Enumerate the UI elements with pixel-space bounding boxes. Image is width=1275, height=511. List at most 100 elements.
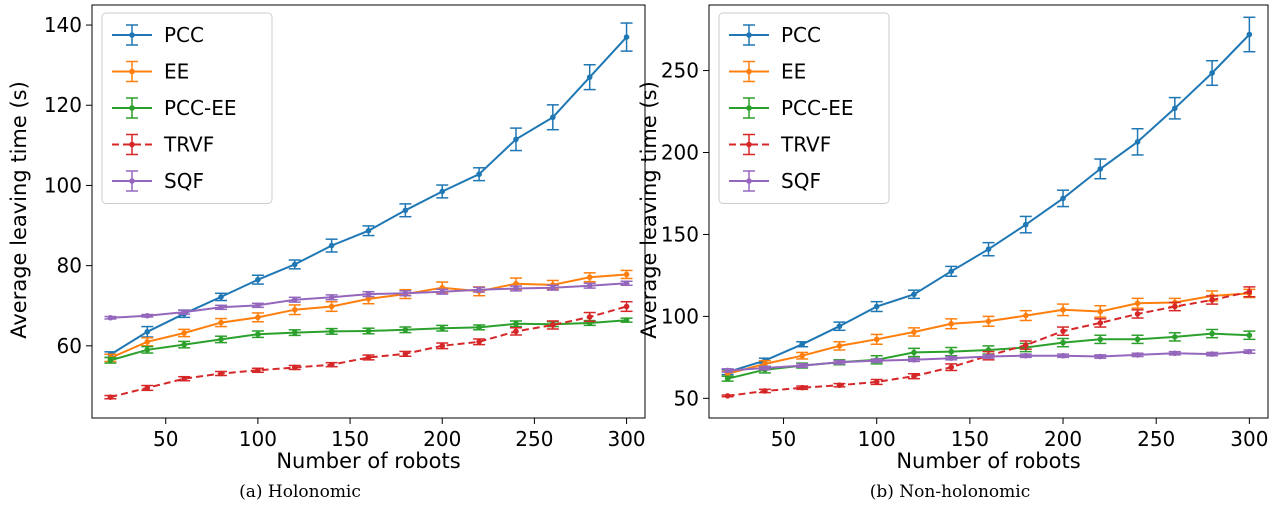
data-point (291, 329, 298, 336)
legend-box (101, 12, 273, 204)
legend-swatch-point (746, 178, 752, 184)
legend-swatch-point (746, 32, 752, 38)
data-point (513, 285, 519, 292)
data-point (911, 373, 917, 380)
data-point (107, 314, 114, 321)
data-point (1097, 308, 1104, 315)
legend-label: SQF (781, 169, 821, 193)
legend-swatch-point (129, 68, 135, 75)
x-tick-label: 250 (1137, 427, 1175, 451)
data-point (724, 375, 731, 382)
data-point (948, 364, 955, 370)
data-point (107, 394, 114, 400)
caption-holonomic: (a) Holonomic (239, 482, 361, 502)
data-point (1134, 300, 1141, 307)
legend-swatch-point (129, 32, 135, 38)
data-point (181, 341, 187, 348)
legend-item-sqf: SQF (729, 169, 821, 193)
y-tick-label: 140 (44, 13, 82, 37)
data-point (218, 370, 224, 377)
data-point (1172, 334, 1178, 340)
x-tick-label: 100 (239, 427, 277, 451)
x-tick-label: 100 (858, 427, 896, 451)
data-point (255, 367, 261, 374)
y-tick-label: 200 (661, 141, 699, 165)
data-point (1246, 332, 1253, 339)
data-point (1134, 336, 1141, 343)
data-point (144, 312, 151, 319)
data-point (1022, 312, 1029, 319)
data-point (623, 303, 630, 310)
x-tick-label: 50 (771, 427, 796, 451)
data-point (985, 353, 992, 360)
plot-frame (708, 4, 1269, 419)
legend-label: PCC-EE (164, 96, 236, 120)
data-point (623, 34, 630, 40)
legend: PCC EE PCC-EE TRVF SQF (101, 12, 273, 204)
data-point (291, 306, 298, 313)
legend-item-pcc: PCC (112, 23, 204, 47)
data-point (1134, 352, 1141, 358)
data-point (1246, 289, 1253, 295)
data-point (439, 288, 446, 295)
y-tick-label: 150 (661, 222, 699, 246)
data-point (836, 359, 843, 366)
data-point (911, 329, 917, 335)
data-point (911, 291, 917, 298)
series-pcc (721, 16, 1256, 376)
data-point (1060, 352, 1066, 359)
data-point (513, 320, 519, 327)
data-point (873, 379, 880, 385)
data-point (799, 362, 805, 369)
legend-label: SQF (164, 169, 204, 193)
data-point (873, 357, 880, 364)
x-tick-label: 200 (1044, 427, 1082, 451)
data-point (1060, 339, 1066, 346)
data-point (586, 74, 593, 80)
legend-swatch-point (129, 141, 135, 148)
data-point (328, 294, 335, 301)
data-point (365, 296, 372, 302)
data-point (1097, 353, 1104, 360)
legend-item-pcc-ee: PCC-EE (729, 96, 853, 120)
data-point (1097, 166, 1104, 172)
data-point (365, 291, 372, 297)
y-axis-label: Average leaving time (s) (637, 81, 661, 339)
legend: PCC EE PCC-EE TRVF SQF (718, 12, 890, 204)
data-point (550, 114, 556, 121)
data-point (948, 348, 955, 355)
series-trvf (104, 300, 633, 400)
data-point (218, 319, 224, 326)
data-point (1172, 105, 1178, 112)
data-point (1209, 330, 1215, 337)
data-point (1097, 336, 1104, 343)
legend-label: TRVF (163, 133, 214, 157)
legend-item-trvf: TRVF (112, 133, 214, 157)
data-point (476, 339, 482, 345)
data-point (623, 317, 630, 323)
x-tick-label: 300 (607, 427, 645, 451)
data-point (1060, 195, 1066, 202)
legend-item-ee: EE (729, 60, 806, 84)
y-tick-label: 80 (57, 254, 82, 278)
x-tick-label: 150 (951, 427, 989, 451)
legend-label: EE (164, 60, 189, 84)
data-point (1209, 297, 1215, 303)
data-point (1246, 31, 1253, 38)
legend-swatch-point (129, 105, 135, 111)
legend-label: EE (781, 60, 806, 84)
data-point (402, 290, 409, 297)
y-tick-label: 120 (44, 93, 82, 117)
series-sqf (104, 280, 633, 321)
data-point (948, 355, 955, 361)
data-point (911, 349, 917, 356)
data-point (1097, 320, 1104, 326)
data-point (985, 318, 992, 325)
data-point (328, 303, 335, 310)
legend-item-ee: EE (112, 60, 189, 84)
data-point (724, 367, 731, 374)
series-line (110, 305, 627, 399)
legend-label: TRVF (780, 133, 831, 157)
data-point (948, 320, 955, 327)
data-point (1246, 348, 1253, 355)
